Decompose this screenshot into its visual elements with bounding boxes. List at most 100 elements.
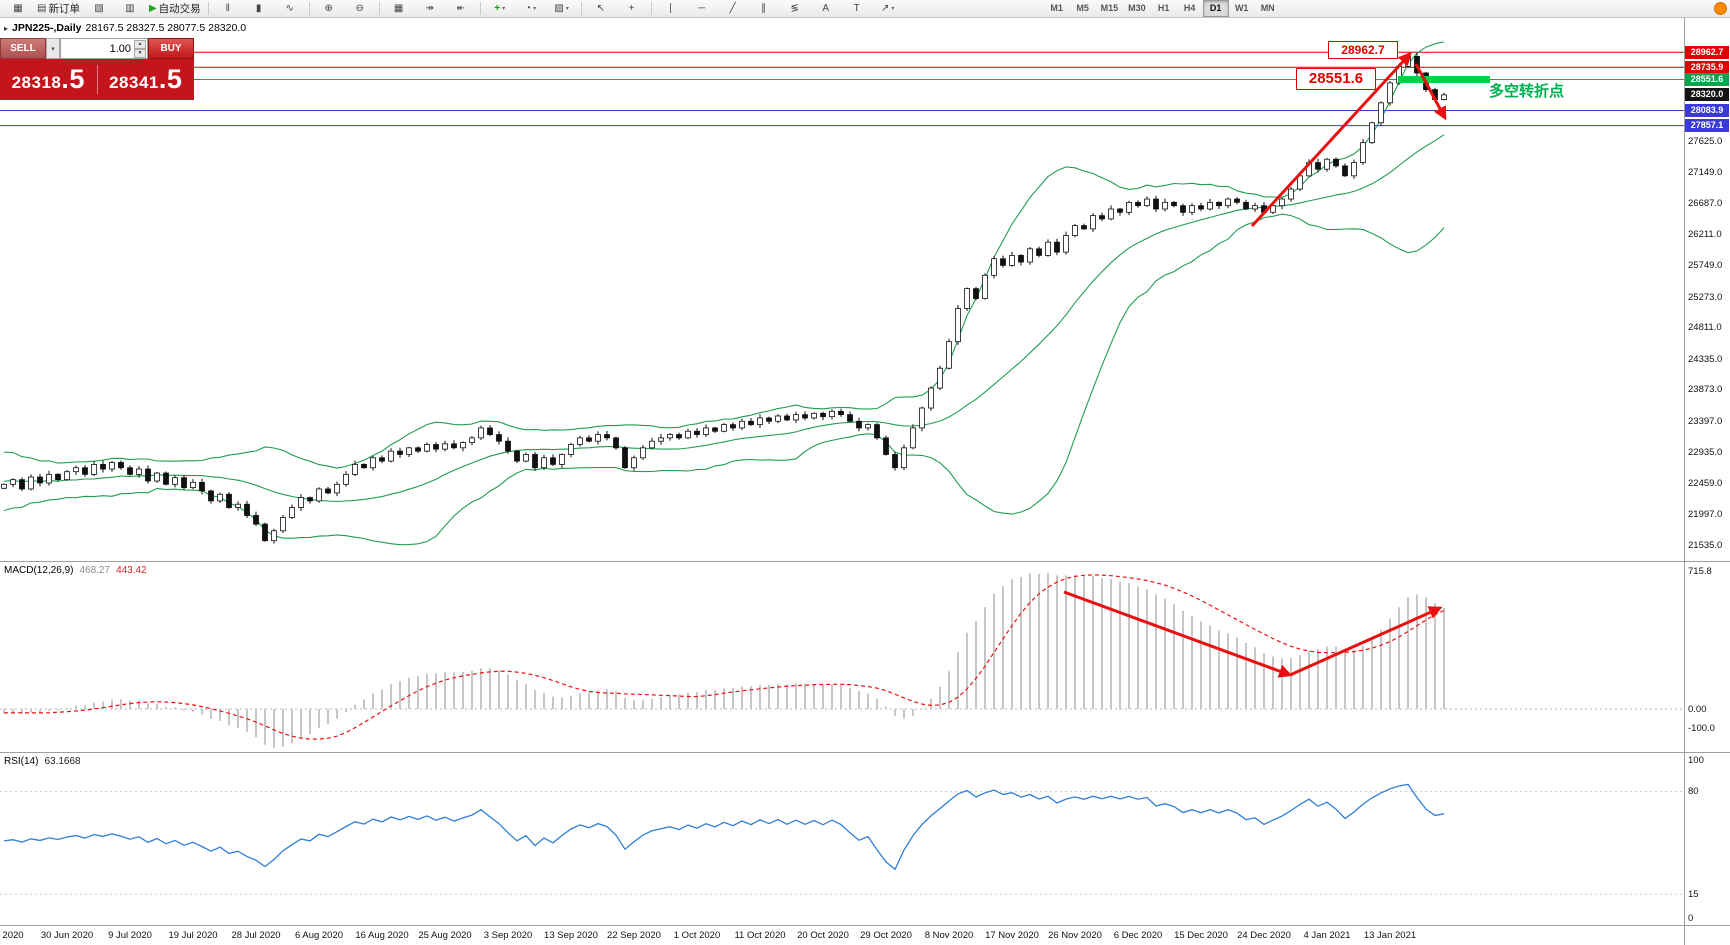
timeframe-group: M1 M5 M15 M30 H1 H4 D1 W1 MN: [1044, 0, 1281, 17]
timeframe-h1[interactable]: H1: [1157, 3, 1170, 13]
date-label: 29 Oct 2020: [860, 930, 912, 941]
line-chart-icon[interactable]: ∿: [275, 0, 305, 17]
price-line-label: 28083.9: [1685, 104, 1729, 118]
toolbar-separator: [580, 2, 582, 15]
macd-tick-label: -100.0: [1688, 722, 1715, 734]
sell-price[interactable]: 28318.5: [11, 64, 85, 94]
date-label: 11 Oct 2020: [734, 930, 786, 941]
notification-icon[interactable]: [1714, 2, 1727, 15]
price-line-label: 28735.9: [1685, 60, 1729, 74]
price-scale[interactable]: 27625.0 27149.0 26687.0 26211.0 25749.0 25273…: [1685, 18, 1730, 561]
volume-value: 1.00: [109, 42, 131, 55]
buy-button[interactable]: BUY: [148, 38, 194, 59]
fibonacci-icon[interactable]: ≶: [780, 0, 810, 17]
charts-icon[interactable]: ▧: [84, 0, 114, 17]
candlestick-icon[interactable]: ▮: [244, 0, 274, 17]
macd-scale[interactable]: 715.8 0.00 -100.0: [1685, 562, 1730, 752]
timeframe-w1[interactable]: W1: [1234, 3, 1249, 13]
volume-up-button[interactable]: ▲: [134, 39, 146, 49]
buy-price[interactable]: 28341.5: [109, 64, 183, 94]
rsi-panel: RSI(14) 63.1668 100 80 15 0: [0, 753, 1730, 925]
crosshair-icon[interactable]: +: [617, 0, 647, 17]
chart-shift-icon[interactable]: ↞: [446, 0, 476, 17]
chart-expand-icon[interactable]: ▸: [4, 23, 9, 33]
date-label: 6 Aug 2020: [294, 930, 344, 941]
macd-chart-canvas[interactable]: [0, 562, 1684, 752]
one-click-trading-panel: SELL ▾ 1.00 ▲ ▼ BUY 28318.5 28341.5: [0, 38, 194, 100]
price-tick-label: 21535.0: [1688, 539, 1723, 551]
rsi-chart-canvas[interactable]: [0, 753, 1684, 925]
text-icon[interactable]: A: [811, 0, 841, 17]
toolbar-separator: [479, 2, 481, 15]
sell-button[interactable]: SELL: [0, 38, 46, 59]
trendline-icon[interactable]: ╱: [718, 0, 748, 17]
time-scale[interactable]: Jun 2020 30 Jun 2020 9 Jul 2020 19 Jul 2020…: [0, 925, 1730, 945]
cursor-icon[interactable]: ↖: [586, 0, 616, 17]
timeframe-mn[interactable]: MN: [1260, 3, 1275, 13]
zoom-out-icon[interactable]: ⊖: [345, 0, 375, 17]
order-options-caret[interactable]: ▾: [46, 38, 60, 59]
price-tick-label: 22459.0: [1688, 478, 1723, 490]
panel-splitter[interactable]: [0, 561, 1730, 562]
main-toolbar: ▦ ▤ 新订单 ▧ ▥ ▶ 自动交易 ‖ ▮ ∿ ⊕ ⊖ ▦ ↠ ↞ + ▾ ◔ ▾ ▨ ▾ ↖ + ∣ ─ ╱ ∥ ≶ A T ↗ ▾ M1…: [0, 0, 1730, 18]
date-label: 4 Jan 2021: [1303, 930, 1351, 941]
date-label: 13 Sep 2020: [544, 930, 598, 941]
timeframe-m15[interactable]: M15: [1100, 3, 1119, 13]
toolbar-separator: [378, 2, 380, 15]
support-price-annotation[interactable]: 28551.6: [1296, 68, 1376, 90]
macd-tick-label: 715.8: [1688, 565, 1712, 577]
tile-windows-icon: ▦: [393, 3, 404, 14]
templates-button: ▨: [554, 3, 564, 14]
rsi-tick-label: 100: [1688, 754, 1704, 766]
volume-down-button[interactable]: ▼: [134, 48, 146, 58]
rsi-scale[interactable]: 100 80 15 0: [1685, 753, 1730, 925]
zoom-in-icon[interactable]: ⊕: [314, 0, 344, 17]
trendline-icon: ╱: [729, 3, 736, 14]
panel-splitter[interactable]: [0, 752, 1730, 753]
date-label: 24 Dec 2020: [1237, 930, 1291, 941]
price-tick-label: 26687.0: [1688, 197, 1723, 209]
main-chart-canvas[interactable]: [0, 18, 1684, 561]
chart-area: ▸ JPN225-,Daily 28167.5 28327.5 28077.5 …: [0, 18, 1730, 945]
new-chart-icon: ▦: [13, 3, 23, 14]
candlestick-icon: ▮: [255, 3, 262, 14]
price-line-label: 28320.0: [1685, 88, 1729, 102]
date-label: 13 Jan 2021: [1363, 930, 1417, 941]
vertical-line-icon: ∣: [668, 3, 674, 14]
profiles-icon: ▥: [125, 3, 135, 14]
price-tick-label: 24335.0: [1688, 353, 1723, 365]
timeframe-h4[interactable]: H4: [1183, 3, 1196, 13]
bar-chart-icon[interactable]: ‖: [213, 0, 243, 17]
new-chart-icon[interactable]: ▦: [3, 0, 33, 17]
date-label: 25 Aug 2020: [418, 930, 472, 941]
volume-input[interactable]: 1.00 ▲ ▼: [60, 38, 148, 59]
timeframe-m1[interactable]: M1: [1050, 3, 1063, 13]
label-icon[interactable]: T: [842, 0, 872, 17]
peak-price-annotation[interactable]: 28962.7: [1328, 41, 1398, 59]
rsi-value: 63.1668: [44, 756, 81, 767]
date-label: 19 Jul 2020: [168, 930, 218, 941]
templates-button[interactable]: ▨ ▾: [547, 0, 577, 17]
tile-windows-icon[interactable]: ▦: [384, 0, 414, 17]
date-label: 20 Oct 2020: [797, 930, 849, 941]
timeframe-m30[interactable]: M30: [1128, 3, 1146, 13]
vertical-line-icon[interactable]: ∣: [656, 0, 686, 17]
new-order-button[interactable]: ▤ 新订单: [34, 0, 83, 17]
bar-chart-icon: ‖: [225, 3, 230, 14]
text-icon: A: [822, 3, 829, 14]
indicators-button[interactable]: + ▾: [485, 0, 515, 17]
periods-button[interactable]: ◔ ▾: [516, 0, 546, 17]
turning-point-note[interactable]: 多空转折点: [1489, 83, 1565, 100]
profiles-icon[interactable]: ▥: [115, 0, 145, 17]
shapes-button[interactable]: ↗ ▾: [873, 0, 903, 17]
timeframe-m5[interactable]: M5: [1076, 3, 1089, 13]
horizontal-line-icon[interactable]: ─: [687, 0, 717, 17]
rsi-tick-label: 80: [1688, 786, 1699, 798]
price-tick-label: 24811.0: [1688, 322, 1722, 334]
autotrading-button-label: 自动交易: [158, 3, 201, 15]
date-label: 6 Dec 2020: [1113, 930, 1163, 941]
autotrading-button[interactable]: ▶ 自动交易: [146, 0, 204, 17]
channel-icon[interactable]: ∥: [749, 0, 779, 17]
auto-scroll-icon[interactable]: ↠: [415, 0, 445, 17]
timeframe-d1[interactable]: D1: [1202, 0, 1229, 17]
